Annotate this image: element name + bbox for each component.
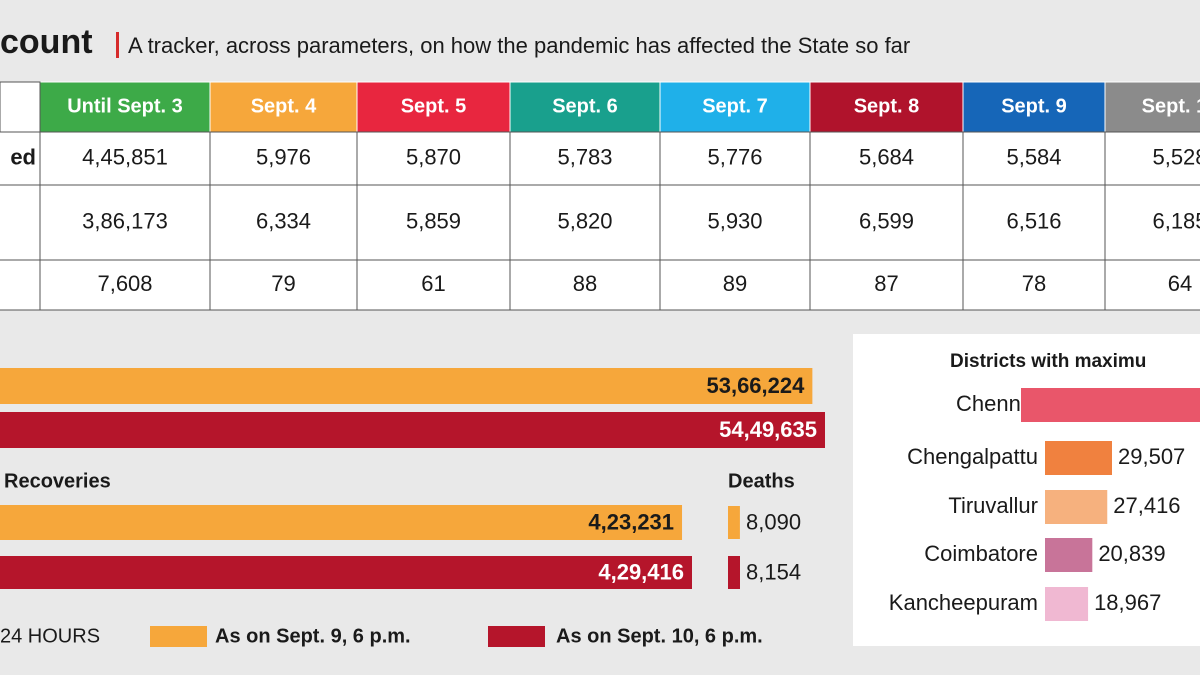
deaths-bar	[728, 556, 740, 589]
districts-title: Districts with maximu	[950, 351, 1146, 372]
row-label: ed	[10, 144, 36, 169]
district-value: 29,507	[1118, 444, 1185, 469]
district-bar	[1045, 441, 1112, 475]
deaths-bar	[728, 506, 740, 539]
column-header: Until Sept. 3	[67, 95, 183, 117]
cell-value: 88	[573, 271, 597, 296]
column-header-bg	[962, 81, 1106, 133]
recoveries-bar	[0, 556, 692, 589]
legend-label: As on Sept. 9, 6 p.m.	[215, 625, 411, 647]
cell-value: 6,516	[1006, 208, 1061, 233]
cell	[1104, 259, 1200, 311]
legend-swatch	[488, 626, 545, 647]
district-name: Chengalpattu	[907, 444, 1038, 469]
cell-value: 6,599	[859, 208, 914, 233]
recoveries-label: 4,29,416	[598, 559, 684, 584]
cell-value: 7,608	[97, 271, 152, 296]
deaths-title: Deaths	[728, 470, 795, 492]
column-header: Sept. 4	[251, 95, 317, 117]
cell-value: 78	[1022, 271, 1046, 296]
column-header: Sept. 8	[854, 95, 920, 117]
tests-bar	[0, 368, 813, 404]
cell-value: 4,45,851	[82, 144, 168, 169]
districts-panel	[853, 334, 1200, 646]
cell-value: 79	[271, 271, 295, 296]
cell-value: 5,776	[707, 144, 762, 169]
tests-label: 53,66,224	[706, 373, 805, 398]
corner-cell	[0, 81, 41, 133]
recoveries-title: Recoveries	[4, 470, 111, 492]
cell-value: 5,684	[859, 144, 914, 169]
cell-value: 64	[1168, 271, 1192, 296]
recoveries-label: 4,23,231	[588, 509, 674, 534]
district-value: 18,967	[1094, 590, 1161, 615]
district-bar	[1021, 388, 1200, 422]
cell-value: 5,528	[1152, 144, 1200, 169]
table-bg	[0, 132, 1200, 310]
tests-label: 54,49,635	[719, 417, 817, 442]
column-header: Sept. 9	[1001, 95, 1067, 117]
cell-value: 5,584	[1006, 144, 1061, 169]
title: count	[0, 23, 93, 61]
cell-value: 6,185	[1152, 208, 1200, 233]
column-header: Sept. 10	[1142, 95, 1200, 117]
legend-note: 24 HOURS	[0, 625, 100, 647]
cell-value: 5,976	[256, 144, 311, 169]
cell-value: 61	[421, 271, 445, 296]
divider	[116, 32, 119, 58]
district-bar	[1045, 538, 1093, 572]
district-value: 27,416	[1113, 493, 1180, 518]
column-header-bg	[1104, 81, 1200, 133]
district-name: Kancheepuram	[889, 590, 1038, 615]
column-header: Sept. 5	[401, 95, 467, 117]
recoveries-bar	[0, 505, 683, 540]
subtitle: A tracker, across parameters, on how the…	[128, 33, 910, 58]
column-header: Sept. 6	[552, 95, 618, 117]
cell-value: 6,334	[256, 208, 311, 233]
legend-label: As on Sept. 10, 6 p.m.	[556, 625, 763, 647]
cell-value: 5,859	[406, 208, 461, 233]
legend-swatch	[150, 626, 207, 647]
district-bar	[1045, 490, 1108, 524]
cell-value: 5,870	[406, 144, 461, 169]
cell-value: 3,86,173	[82, 208, 168, 233]
district-value: 20,839	[1098, 541, 1165, 566]
cell-value: 87	[874, 271, 898, 296]
district-name: Tiruvallur	[948, 493, 1038, 518]
district-name: Coimbatore	[924, 541, 1038, 566]
cell-value: 89	[723, 271, 747, 296]
deaths-label: 8,090	[746, 509, 801, 534]
column-header: Sept. 7	[702, 95, 768, 117]
cell-value: 5,783	[557, 144, 612, 169]
column-header-bg	[809, 81, 964, 133]
cell-value: 5,820	[557, 208, 612, 233]
tests-bar	[0, 412, 825, 448]
cell-value: 5,930	[707, 208, 762, 233]
district-bar	[1045, 587, 1089, 621]
deaths-label: 8,154	[746, 559, 801, 584]
